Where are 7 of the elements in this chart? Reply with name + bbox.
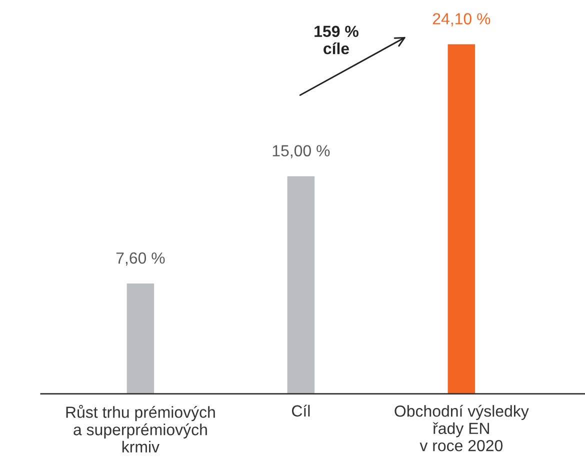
x-tick-label: Obchodní výsledky řady EN v roce 2020 [394,404,529,452]
annotation: 159 % cíle [314,26,358,54]
x-tick-label: Cíl [292,404,310,417]
x-tick-label: Růst trhu prémiových a superprémiových krmiv [66,404,215,452]
data-label: 15,00 % [272,145,330,158]
data-label: 7,60 % [116,252,165,266]
data-label: 24,10 % [432,13,490,26]
